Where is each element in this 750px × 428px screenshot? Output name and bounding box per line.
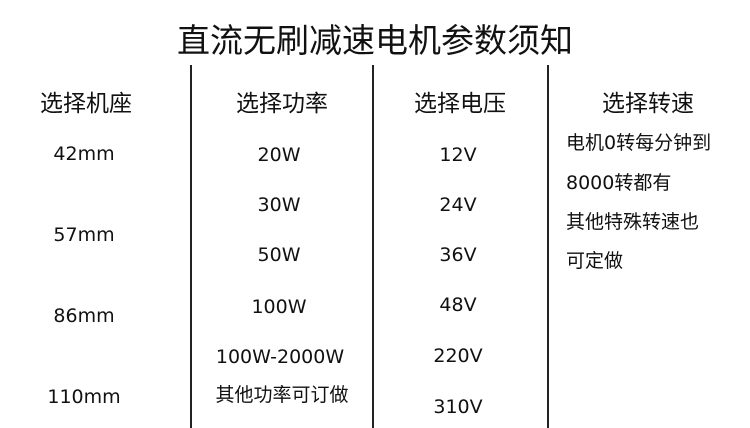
- frame-item: 57mm: [53, 224, 115, 246]
- speed-note-line: 8000转都有: [566, 172, 672, 194]
- power-item: 其他功率可订做: [215, 384, 349, 406]
- power-item: 20W: [257, 144, 301, 166]
- voltage-item: 24V: [439, 194, 477, 216]
- column-divider: [547, 65, 549, 428]
- power-item: 100W-2000W: [215, 346, 345, 368]
- voltage-item: 220V: [433, 345, 483, 367]
- header-frame: 选择机座: [40, 91, 132, 117]
- voltage-item: 12V: [439, 144, 477, 166]
- voltage-item: 36V: [439, 244, 477, 266]
- header-voltage: 选择电压: [414, 91, 506, 117]
- speed-note-line: 其他特殊转速也: [566, 211, 700, 233]
- column-divider: [190, 65, 192, 428]
- frame-item: 42mm: [53, 143, 115, 165]
- power-item: 30W: [257, 194, 301, 216]
- speed-note-line: 电机0转每分钟到: [566, 132, 712, 154]
- page-title: 直流无刷减速电机参数须知: [177, 21, 573, 60]
- speed-note-line: 可定做: [566, 250, 624, 272]
- voltage-item: 48V: [439, 294, 477, 316]
- header-speed: 选择转速: [602, 91, 694, 117]
- header-power: 选择功率: [236, 91, 328, 117]
- power-item: 100W: [251, 296, 307, 318]
- voltage-item: 310V: [433, 396, 483, 418]
- power-item: 50W: [257, 244, 301, 266]
- frame-item: 110mm: [47, 386, 121, 408]
- frame-item: 86mm: [53, 305, 115, 327]
- column-divider: [372, 65, 374, 428]
